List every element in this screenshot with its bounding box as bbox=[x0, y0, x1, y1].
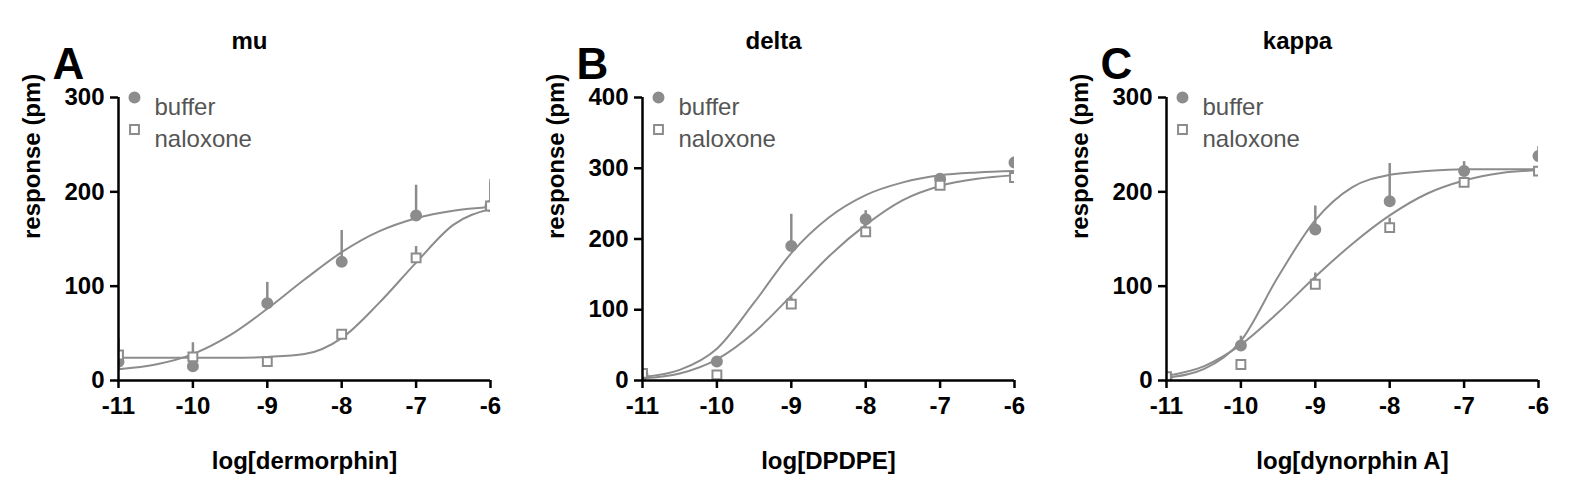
svg-text:-9: -9 bbox=[257, 392, 278, 419]
svg-text:response (pm): response (pm) bbox=[1066, 74, 1093, 239]
svg-text:-6: -6 bbox=[480, 392, 501, 419]
svg-text:mu: mu bbox=[232, 27, 268, 54]
svg-text:-10: -10 bbox=[1224, 392, 1259, 419]
svg-text:400: 400 bbox=[588, 83, 629, 111]
svg-text:kappa: kappa bbox=[1263, 27, 1333, 54]
svg-text:200: 200 bbox=[64, 178, 104, 205]
svg-text:-6: -6 bbox=[1528, 392, 1549, 419]
svg-text:buffer: buffer bbox=[1203, 93, 1264, 120]
svg-text:-7: -7 bbox=[929, 392, 950, 419]
svg-text:300: 300 bbox=[64, 83, 105, 111]
svg-text:300: 300 bbox=[1112, 83, 1153, 111]
svg-text:100: 100 bbox=[64, 272, 104, 299]
svg-text:A: A bbox=[53, 39, 85, 88]
svg-text:-7: -7 bbox=[405, 392, 426, 419]
svg-text:-10: -10 bbox=[176, 392, 211, 419]
svg-text:0: 0 bbox=[1139, 366, 1152, 393]
svg-text:log[dermorphin]: log[dermorphin] bbox=[212, 447, 397, 474]
svg-text:-6: -6 bbox=[1004, 392, 1025, 419]
svg-text:log[DPDPE]: log[DPDPE] bbox=[761, 447, 896, 474]
svg-text:0: 0 bbox=[91, 366, 104, 393]
svg-text:200: 200 bbox=[1112, 178, 1152, 205]
svg-text:B: B bbox=[577, 39, 609, 88]
svg-text:-9: -9 bbox=[1305, 392, 1326, 419]
svg-text:-11: -11 bbox=[102, 392, 135, 419]
svg-text:naloxone: naloxone bbox=[679, 125, 776, 152]
svg-text:-11: -11 bbox=[626, 392, 659, 419]
svg-text:-8: -8 bbox=[331, 392, 352, 419]
svg-text:200: 200 bbox=[588, 225, 628, 252]
svg-text:-10: -10 bbox=[700, 392, 735, 419]
svg-text:response (pm): response (pm) bbox=[18, 74, 45, 239]
svg-text:-7: -7 bbox=[1453, 392, 1474, 419]
svg-text:-9: -9 bbox=[781, 392, 802, 419]
svg-text:C: C bbox=[1101, 39, 1133, 88]
svg-text:-8: -8 bbox=[855, 392, 876, 419]
svg-text:log[dynorphin A]: log[dynorphin A] bbox=[1256, 447, 1448, 474]
svg-text:naloxone: naloxone bbox=[155, 125, 252, 152]
svg-text:buffer: buffer bbox=[679, 93, 740, 120]
svg-text:response (pm): response (pm) bbox=[542, 74, 569, 239]
svg-text:buffer: buffer bbox=[155, 93, 216, 120]
svg-text:-11: -11 bbox=[1150, 392, 1183, 419]
svg-text:-8: -8 bbox=[1379, 392, 1400, 419]
svg-text:300: 300 bbox=[588, 154, 628, 181]
svg-text:delta: delta bbox=[745, 27, 802, 54]
svg-text:naloxone: naloxone bbox=[1203, 125, 1300, 152]
svg-text:100: 100 bbox=[588, 295, 628, 322]
svg-text:100: 100 bbox=[1112, 272, 1152, 299]
svg-text:0: 0 bbox=[615, 366, 628, 393]
